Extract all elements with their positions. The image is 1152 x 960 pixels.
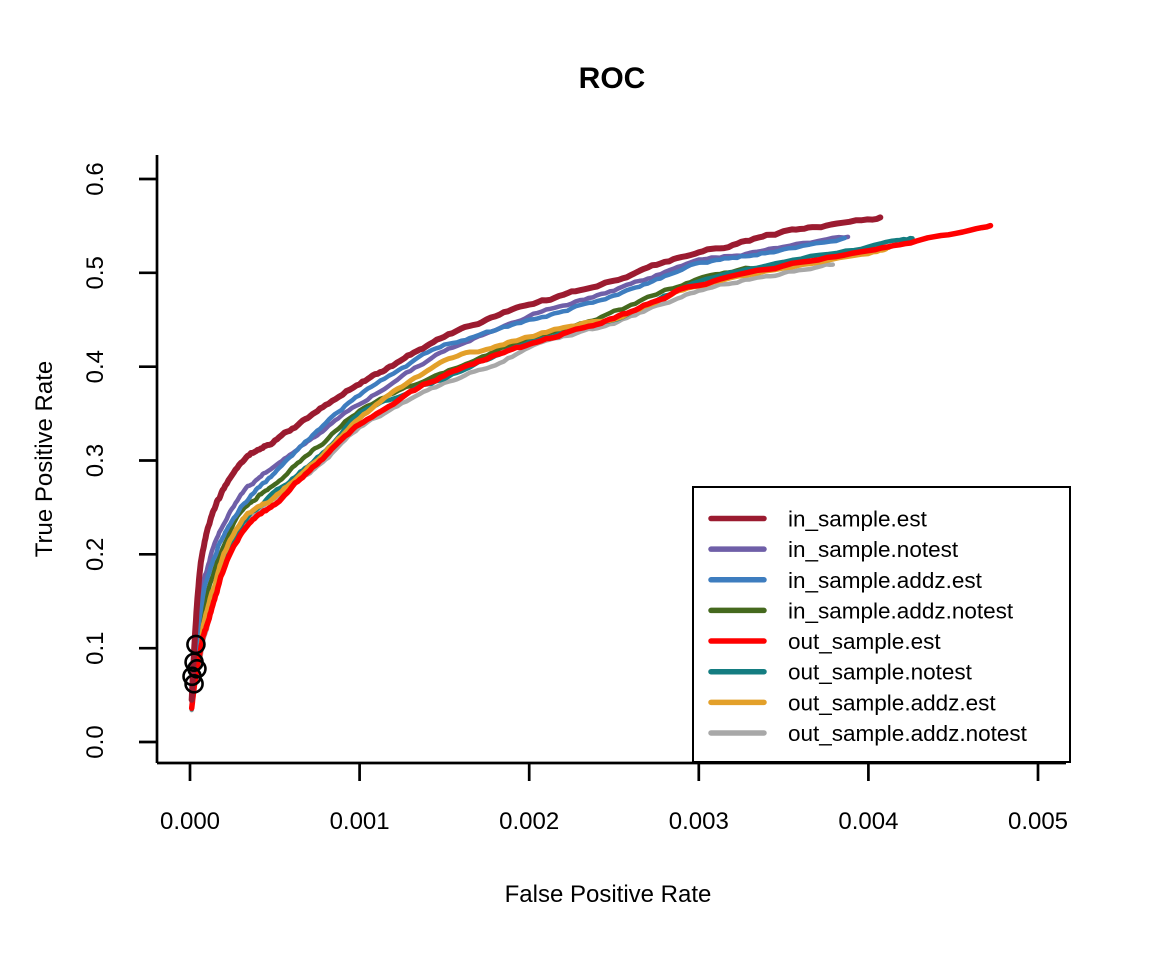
cutoff-markers [182,634,207,694]
legend-entry-in_sample.notest: in_sample.notest [708,537,959,562]
legend-label: out_sample.est [788,629,941,654]
legend-label: in_sample.est [788,507,928,532]
y-tick-label: 0.0 [82,725,109,758]
legend-entry-in_sample.addz.notest: in_sample.addz.notest [708,598,1014,623]
y-tick-label: 0.5 [82,256,109,289]
legend-label: out_sample.notest [788,660,973,685]
legend-label: out_sample.addz.est [788,690,996,715]
y-tick-label: 0.1 [82,631,109,664]
legend-entry-out_sample.addz.est: out_sample.addz.est [708,690,996,715]
x-tick-label: 0.001 [330,808,390,835]
x-tick-label: 0.004 [838,808,898,835]
legend-label: out_sample.addz.notest [788,721,1028,746]
x-axis-label: False Positive Rate [505,881,712,908]
legend: in_sample.est in_sample.notest in_sample.a… [692,486,1071,763]
y-tick-label: 0.2 [82,538,109,571]
y-axis-label: True Positive Rate [31,361,58,558]
legend-entry-in_sample.addz.est: in_sample.addz.est [708,568,983,593]
cutoff-circle [184,674,204,694]
legend-entry-out_sample.addz.notest: out_sample.addz.notest [708,721,1028,746]
y-tick-label: 0.6 [82,162,109,195]
legend-label: in_sample.addz.est [788,568,983,593]
curve-in_sample.notest [189,234,851,707]
curve-out_sample.est [188,222,994,711]
legend-entry-out_sample.notest: out_sample.notest [708,660,973,685]
curve-in_sample.est [188,214,884,703]
x-tick-label: 0.003 [669,808,729,835]
legend-entry-in_sample.est: in_sample.est [708,507,928,532]
y-tick-label: 0.3 [82,444,109,477]
legend-box [692,486,1071,763]
roc-curves [188,214,994,713]
x-tick-label: 0.002 [499,808,559,835]
legend-label: in_sample.notest [788,537,959,562]
legend-label: in_sample.addz.notest [788,598,1014,623]
x-tick-label: 0.000 [160,808,220,835]
cutoff-circle [182,666,202,687]
legend-entry-out_sample.est: out_sample.est [708,629,941,654]
x-tick-label: 0.005 [1008,808,1068,835]
axes: 0.000 0.001 0.002 0.003 0.004 0.005 0.0 0.1 0.2 0… [82,155,1068,835]
chart-title: ROC [579,62,646,95]
curve-in_sample.addz.est [189,235,847,707]
y-tick-label: 0.4 [82,350,109,383]
